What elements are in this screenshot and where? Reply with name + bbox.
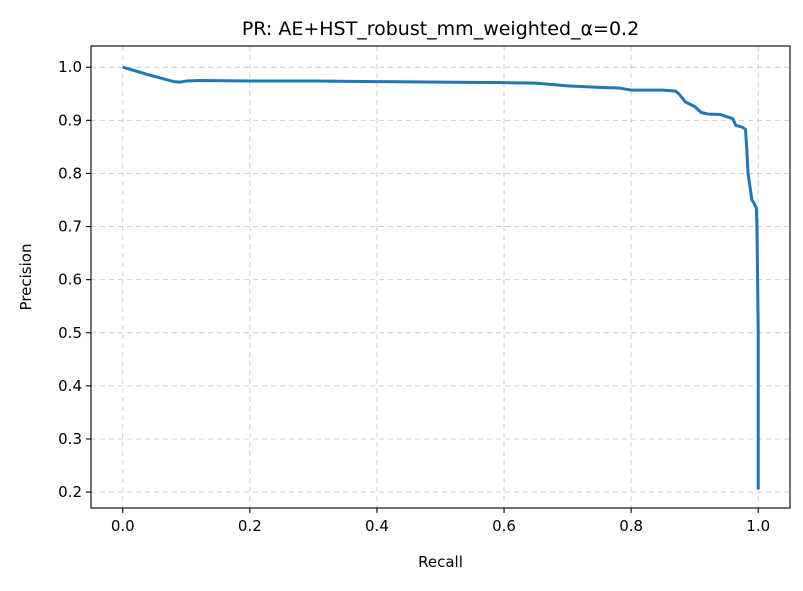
grid-layer — [91, 46, 790, 508]
plot-frame — [90, 45, 791, 509]
series-layer — [122, 65, 760, 490]
x-tick-label: 0.6 — [492, 517, 516, 535]
y-tick-label: 1.0 — [58, 58, 82, 76]
y-tick-label: 0.3 — [58, 430, 82, 448]
tick-layer: 0.0 0.2 0.4 0.6 0.8 1.0 0.2 0.3 0.4 0.5 0.6 0.7 0.8 0… — [58, 58, 770, 535]
chart-title: PR: AE+HST_robust_mm_weighted_α=0.2 — [242, 18, 639, 40]
x-tick-label: 1.0 — [746, 517, 770, 535]
y-tick-label: 0.5 — [58, 324, 82, 342]
x-tick-label: 0.4 — [365, 517, 389, 535]
y-tick-label: 0.2 — [58, 483, 82, 501]
pr-curve-line — [122, 65, 760, 490]
y-tick-label: 0.6 — [58, 271, 82, 289]
x-tick-label: 0.0 — [111, 517, 135, 535]
y-axis-label: Precision — [17, 244, 35, 311]
x-axis-label: Recall — [418, 553, 463, 571]
y-tick-label: 0.7 — [58, 218, 82, 236]
x-tick-label: 0.8 — [619, 517, 643, 535]
x-tick-label: 0.2 — [238, 517, 262, 535]
y-tick-label: 0.8 — [58, 164, 82, 182]
y-tick-label: 0.9 — [58, 111, 82, 129]
y-tick-label: 0.4 — [58, 377, 82, 395]
